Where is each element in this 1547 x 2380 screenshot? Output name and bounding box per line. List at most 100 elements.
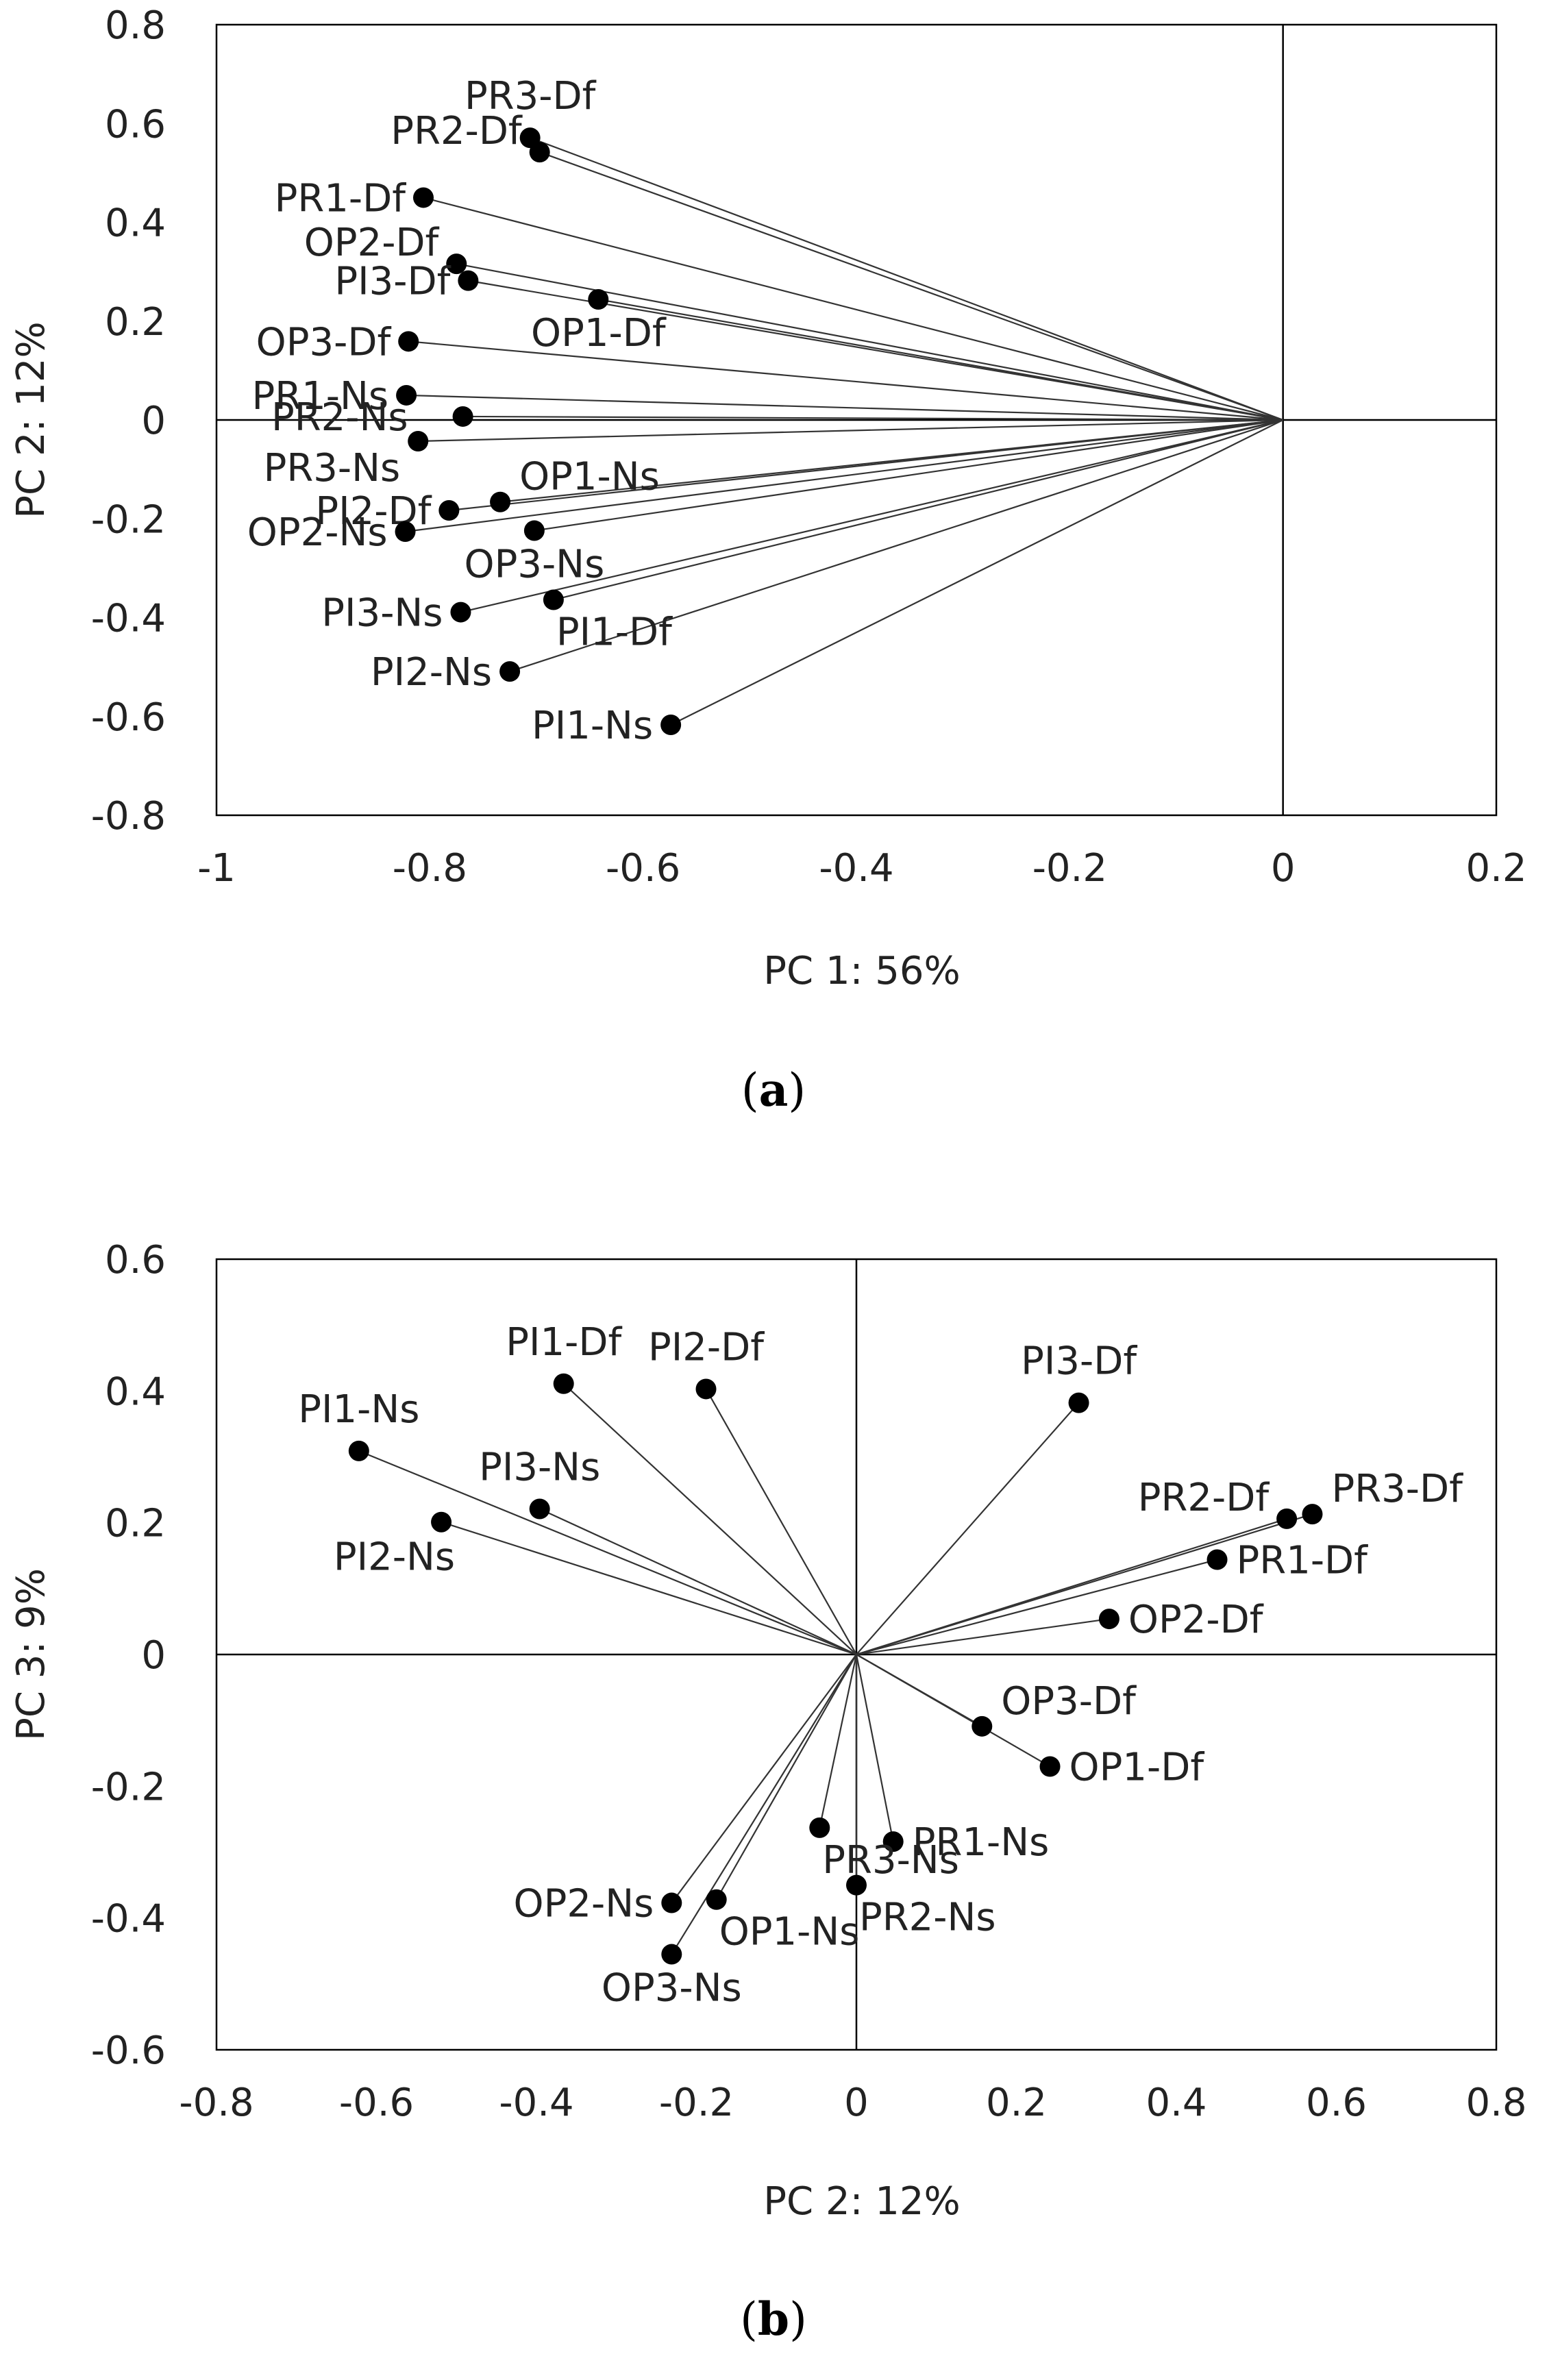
point-label: OP1-Df [531,311,667,356]
point-label: PI3-Ns [479,1445,600,1489]
point-label: PR1-Ns [913,1820,1050,1865]
x-tick-label: -0.2 [659,2081,734,2125]
loading-vector [406,394,1283,421]
point-label: PR3-Ns [822,1838,959,1883]
point-label: OP2-Ns [514,1882,654,1926]
loading-vector [358,1450,857,1656]
data-point [398,331,419,352]
data-point [452,406,473,427]
y-tick-label: -0.4 [91,597,166,641]
point-label: PR2-Df [1138,1476,1270,1520]
loading-vector [534,419,1283,532]
point-label: OP1-Ns [519,455,660,499]
y-tick-label: -0.8 [91,794,166,839]
y-tick-label: 0.2 [105,300,166,345]
x-tick-label: 0.8 [1465,2081,1526,2125]
y-tick-label: -0.4 [91,1897,166,1942]
y-tick-label: 0 [141,1633,166,1678]
point-label: OP1-Ns [719,1910,860,1955]
loading-vector [539,1508,857,1655]
point-label: OP2-Df [304,221,440,265]
loading-vector [509,419,1284,673]
loading-vector [856,1559,1217,1656]
panel-b-chart: PI1-Df PI2-Df PI3-Df PI1-Ns PI3-Ns PI2-Ns PR3-… [9,1238,1527,2346]
data-point [1068,1392,1089,1413]
data-point [588,289,609,310]
data-point [348,1440,369,1461]
loading-vector [671,1654,857,1904]
data-point [1206,1549,1228,1570]
panel-label-open-paren: ( [740,2293,758,2346]
point-label: OP2-Df [1128,1598,1264,1642]
x-axis-label: PC 1: 56% [763,949,960,993]
panel-label: (b) [740,2292,807,2346]
loading-vector [855,1654,894,1842]
data-point [882,1831,904,1852]
point-label: OP3-Df [256,320,392,364]
x-tick-label: 0.2 [986,2081,1047,2125]
data-point [695,1378,717,1400]
point-label: PI3-Df [334,260,451,304]
data-point [553,1373,574,1394]
y-tick-label: -0.6 [91,695,166,740]
point-label: PI2-Ns [371,650,492,695]
data-point [408,431,429,452]
loading-vector [715,1654,857,1900]
point-label: PI2-Ns [334,1535,455,1580]
data-point [706,1889,727,1910]
point-label: PI1-Df [506,1320,622,1365]
data-point [971,1715,993,1737]
data-point [458,270,479,291]
loading-vector [553,419,1283,601]
loading-vector [423,197,1283,421]
data-point [450,602,471,623]
x-axis-label: PC 2: 12% [763,2179,960,2224]
point-label: OP3-Ns [602,1966,742,2011]
point-label: PI3-Df [1021,1339,1137,1384]
x-tick-label: 0.6 [1306,2081,1367,2125]
loading-vector [856,1402,1080,1655]
y-tick-label: 0.8 [105,3,166,48]
point-label: OP1-Df [1069,1745,1205,1789]
data-point [446,253,467,275]
x-tick-label: -0.4 [819,846,893,891]
x-tick-label: -0.6 [339,2081,414,2125]
loading-vector [539,151,1284,421]
data-point [438,499,460,521]
point-label: PI1-Ns [298,1387,419,1432]
x-tick-label: -0.6 [606,846,680,891]
point-label: PR1-Df [1237,1539,1369,1583]
y-axis-label: PC 3: 9% [9,1568,53,1741]
data-point [395,521,416,543]
loading-vector [441,1521,857,1656]
y-tick-label: 0.6 [105,102,166,147]
y-tick-label: 0.4 [105,201,166,246]
point-label: PR3-Df [465,74,597,119]
data-point [396,384,417,406]
y-tick-label: -0.6 [91,2029,166,2073]
y-tick-label: 0.4 [105,1369,166,1414]
panel-label-close-paren: ) [789,2293,807,2346]
data-point [412,187,434,208]
data-point [846,1874,867,1896]
point-label: PI3-Ns [321,591,443,636]
data-point [660,715,682,736]
x-tick-label: -0.4 [499,2081,573,2125]
data-point [1098,1609,1119,1630]
loading-vector [856,1517,1287,1656]
point-label: PR1-Ns [251,374,388,419]
loading-vector [460,419,1283,613]
loading-vector [856,1654,1051,1768]
y-tick-label: 0.6 [105,1238,166,1282]
y-tick-label: 0.2 [105,1502,166,1546]
loading-vector [562,1383,857,1655]
data-point [661,1944,682,1965]
x-tick-label: 0 [1271,846,1296,891]
loading-vector [856,1617,1110,1656]
data-point [661,1892,682,1913]
point-label: PI1-Df [556,610,673,655]
panel-label: (a) [741,1063,806,1117]
x-tick-label: 0 [844,2081,869,2125]
x-tick-label: -1 [197,846,236,891]
